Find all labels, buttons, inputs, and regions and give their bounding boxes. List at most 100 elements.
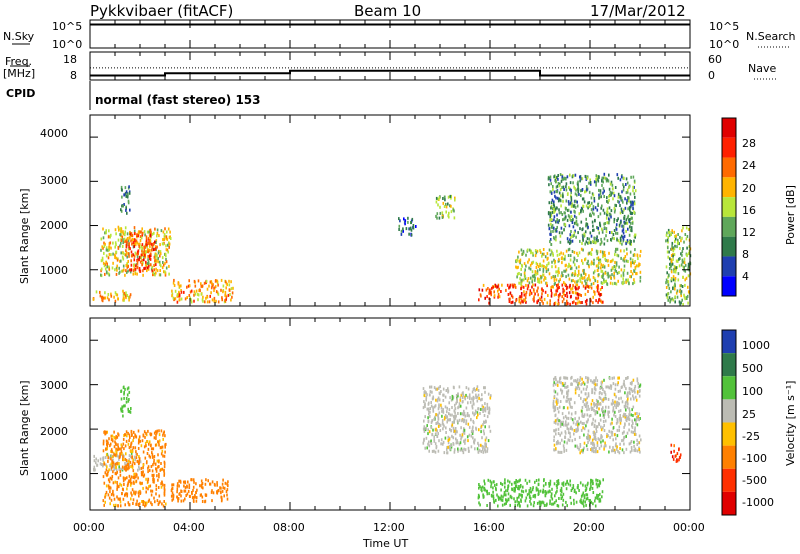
power-cell: [169, 230, 171, 234]
velocity-ytick: 4000: [40, 333, 68, 346]
power-cell: [117, 246, 120, 250]
power-cell: [600, 269, 603, 273]
velocity-cell: [603, 423, 605, 427]
power-cell: [670, 254, 673, 257]
velocity-cell: [599, 402, 602, 406]
power-cell: [523, 272, 526, 276]
power-cell: [225, 297, 227, 301]
velocity-cell: [155, 467, 157, 471]
power-cell: [622, 237, 625, 241]
power-cell: [577, 274, 579, 277]
power-cell: [616, 271, 619, 275]
power-cell: [613, 271, 615, 275]
power-cell: [139, 235, 142, 239]
power-cell: [667, 255, 669, 259]
velocity-cell: [566, 423, 568, 427]
velocity-cell: [138, 462, 140, 465]
power-cell: [623, 176, 625, 180]
power-cell: [613, 276, 616, 280]
power-cell: [673, 253, 676, 257]
velocity-cell: [613, 393, 616, 397]
power-cell: [684, 283, 686, 287]
velocity-cell: [593, 446, 596, 449]
velocity-cell: [526, 481, 528, 485]
power-cell: [581, 259, 583, 263]
power-cell: [126, 195, 129, 199]
velocity-cell: [559, 422, 562, 426]
power-cell: [597, 266, 600, 270]
power-cell: [578, 251, 581, 255]
power-cell: [617, 195, 620, 199]
power-cell: [149, 257, 152, 261]
power-cell: [592, 275, 595, 279]
velocity-cell: [603, 447, 605, 451]
power-cell: [482, 283, 485, 287]
velocity-cell: [602, 406, 604, 410]
power-cell: [130, 239, 132, 243]
power-cell: [550, 206, 552, 210]
velocity-cell: [629, 392, 631, 396]
velocity-cell: [133, 436, 135, 440]
power-cell: [559, 182, 561, 186]
power-cell: [578, 192, 580, 196]
power-cell: [102, 236, 105, 240]
power-cell: [563, 281, 565, 285]
velocity-cell: [619, 421, 622, 425]
power-cell: [497, 285, 499, 289]
power-cell: [614, 260, 616, 264]
velocity-cell: [486, 449, 489, 453]
velocity-cell: [163, 483, 166, 487]
velocity-cell: [564, 385, 566, 389]
velocity-cell: [432, 406, 434, 410]
power-cell: [603, 250, 606, 254]
power-cell: [547, 256, 549, 260]
velocity-cell: [453, 430, 455, 433]
power-cell: [593, 228, 595, 232]
velocity-cell: [620, 396, 622, 400]
power-cell: [600, 240, 603, 244]
power-cell: [120, 251, 122, 255]
power-cell: [616, 238, 618, 242]
power-cell: [215, 279, 217, 283]
power-cell: [633, 192, 636, 196]
velocity-cell: [102, 456, 104, 460]
power-cell: [590, 286, 593, 290]
velocity-cell: [107, 454, 110, 458]
velocity-cell: [625, 434, 627, 438]
velocity-cell: [220, 496, 223, 500]
velocity-cell: [435, 432, 437, 436]
velocity-cell: [133, 481, 135, 485]
velocity-cell: [599, 386, 601, 390]
power-cell: [557, 259, 560, 263]
power-cell: [550, 294, 553, 298]
power-cell: [667, 240, 669, 244]
velocity-cell: [118, 497, 121, 501]
velocity-cbar-swatch: [722, 422, 736, 446]
velocity-cell: [557, 482, 560, 485]
power-cell: [117, 297, 119, 301]
velocity-cell: [637, 441, 640, 445]
power-cell: [625, 247, 628, 251]
velocity-cell: [149, 432, 151, 436]
velocity-cell: [522, 485, 524, 489]
velocity-cell: [607, 412, 609, 416]
power-cell: [128, 245, 130, 249]
velocity-cell: [488, 492, 490, 496]
power-cell: [142, 269, 144, 273]
power-cell: [554, 265, 557, 269]
power-cell: [553, 200, 555, 204]
power-cell: [569, 173, 571, 177]
power-cell: [408, 232, 410, 236]
power-cell: [129, 270, 132, 274]
velocity-cell: [219, 486, 221, 490]
velocity-cell: [498, 496, 501, 500]
velocity-cell: [468, 433, 471, 437]
power-cell: [518, 272, 520, 275]
velocity-cell: [561, 382, 564, 385]
power-cell: [132, 241, 135, 245]
power-cell: [589, 231, 592, 235]
power-cell: [613, 220, 615, 224]
velocity-cell: [609, 377, 611, 381]
power-cell: [188, 284, 191, 288]
velocity-cell: [492, 480, 495, 484]
